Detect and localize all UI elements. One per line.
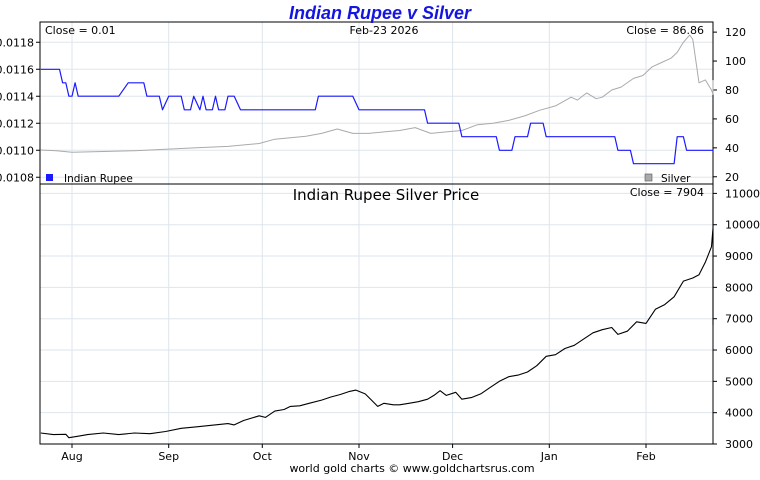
top-close-right: Close = 86.86 <box>626 24 704 37</box>
top-left-tick-label: 0.0114 <box>0 90 34 103</box>
chart-svg: 0.0108 0.0110 0.0112 0.0114 0.0116 0.0118 20 40… <box>0 0 760 475</box>
price-series-line <box>41 197 713 438</box>
top-panel-frame <box>40 22 713 184</box>
bottom-right-tick-label: 6000 <box>725 344 753 357</box>
top-right-tick-label: 100 <box>725 55 746 68</box>
bottom-right-tick-label: 7000 <box>725 313 753 326</box>
top-right-tick-label: 40 <box>725 142 739 155</box>
bottom-right-tick-label: 9000 <box>725 250 753 263</box>
x-tick-label: Feb <box>636 450 655 463</box>
x-tick-label: Aug <box>61 450 82 463</box>
top-right-tick-label: 120 <box>725 26 746 39</box>
x-tick-label: Oct <box>253 450 273 463</box>
top-left-tick-label: 0.0116 <box>0 63 34 76</box>
top-right-tick-label: 80 <box>725 84 739 97</box>
silver-series-line <box>41 35 713 152</box>
bottom-right-tick-label: 8000 <box>725 281 753 294</box>
chart-root: Indian Rupee v Silver 0.0108 0.0110 0.0112… <box>0 0 760 475</box>
top-left-tick-label: 0.0108 <box>0 171 34 184</box>
bottom-right-tick-label: 5000 <box>725 375 753 388</box>
legend-silver-label: Silver <box>661 173 691 185</box>
top-date: Feb-23 2026 <box>350 24 419 37</box>
bottom-right-tick-label: 11000 <box>725 187 760 200</box>
top-right-tick-label: 60 <box>725 113 739 126</box>
legend-silver-swatch <box>645 174 652 181</box>
legend-rupee-swatch <box>46 174 53 181</box>
bottom-right-tick-label: 10000 <box>725 219 760 232</box>
top-right-tick-label: 20 <box>725 171 739 184</box>
x-tick-label: Sep <box>158 450 179 463</box>
top-left-tick-label: 0.0118 <box>0 36 34 49</box>
rupee-series-line <box>41 69 713 163</box>
top-left-tick-label: 0.0112 <box>0 117 34 130</box>
bottom-right-tick-label: 4000 <box>725 407 753 420</box>
bottom-close: Close = 7904 <box>630 186 704 199</box>
top-close-left: Close = 0.01 <box>45 24 116 37</box>
bottom-panel-title: Indian Rupee Silver Price <box>293 186 480 204</box>
chart-title: Indian Rupee v Silver <box>0 3 760 24</box>
footer-credit: world gold charts © www.goldchartsrus.co… <box>289 462 534 475</box>
top-left-tick-label: 0.0110 <box>0 144 34 157</box>
x-tick-label: Jan <box>540 450 558 463</box>
bottom-right-tick-label: 3000 <box>725 438 753 451</box>
legend-rupee-label: Indian Rupee <box>64 173 133 185</box>
